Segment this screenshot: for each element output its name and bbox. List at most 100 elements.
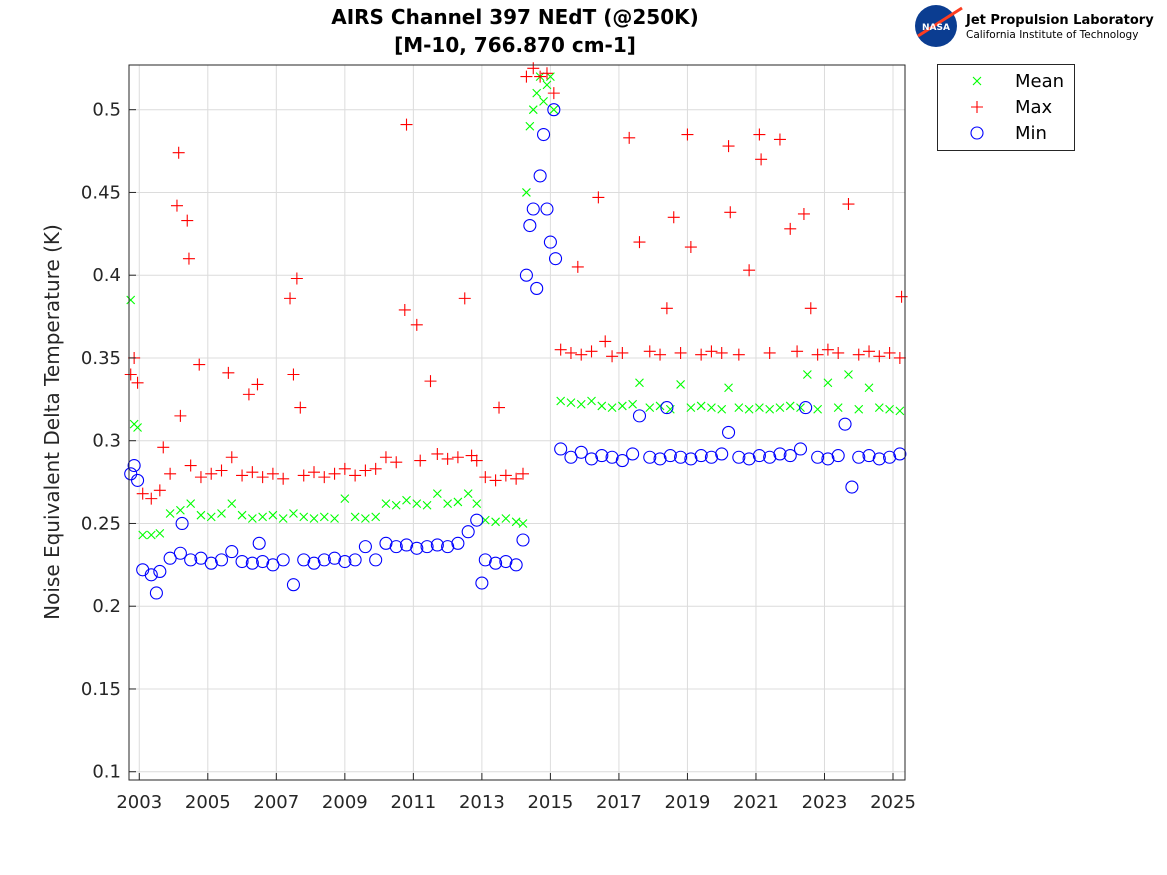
mean-point	[138, 530, 148, 540]
x-tick-label: 2011	[390, 792, 436, 813]
max-point	[318, 471, 331, 484]
max-point	[705, 345, 718, 358]
legend-label-min: Min	[1015, 123, 1047, 144]
mean-point	[381, 499, 391, 508]
max-point	[414, 454, 427, 467]
mean-point	[522, 188, 531, 197]
mean-point	[196, 510, 206, 520]
min-point	[131, 473, 145, 487]
mean-point	[542, 80, 552, 90]
min-point	[358, 540, 372, 554]
max-point	[236, 469, 249, 482]
min-point	[533, 169, 547, 183]
min-point	[663, 449, 677, 463]
min-point	[660, 401, 674, 415]
max-point	[172, 146, 185, 159]
mean-point	[258, 512, 268, 522]
max-point	[753, 128, 766, 141]
data-marks	[124, 62, 908, 600]
max-point	[225, 451, 238, 464]
max-point	[695, 348, 708, 361]
min-point	[245, 556, 259, 570]
min-point	[530, 281, 544, 295]
max-point	[287, 368, 300, 381]
max-point	[145, 492, 158, 505]
max-point	[743, 264, 756, 277]
y-tick-label: 0.35	[81, 348, 121, 369]
mean-point	[299, 512, 309, 522]
mean-point	[539, 97, 548, 106]
max-point	[431, 447, 444, 460]
min-point	[163, 551, 177, 565]
y-tick-label: 0.4	[92, 265, 121, 286]
mean-point	[796, 403, 805, 412]
min-point	[307, 556, 321, 570]
max-point	[182, 252, 195, 265]
y-tick-label: 0.5	[92, 100, 121, 121]
max-point	[674, 346, 687, 359]
min-point	[499, 554, 513, 569]
x-tick-label: 2009	[322, 792, 368, 813]
max-point	[246, 466, 259, 479]
mean-point	[587, 396, 596, 406]
min-point	[214, 553, 229, 567]
min-point	[348, 553, 362, 567]
min-point	[136, 563, 150, 577]
mean-point	[501, 514, 511, 523]
min-point	[204, 556, 218, 570]
min-point	[595, 449, 609, 463]
max-point	[470, 454, 483, 467]
min-point	[317, 553, 331, 567]
mean-point	[617, 401, 627, 411]
max-point	[606, 350, 619, 363]
mean-point	[206, 512, 216, 522]
mean-point	[186, 499, 196, 508]
x-tick-label: 2013	[459, 792, 505, 813]
max-point	[540, 67, 553, 80]
max-point	[633, 236, 646, 249]
legend-marker-mean	[972, 76, 982, 86]
mean-point	[566, 398, 576, 408]
max-point	[755, 153, 768, 166]
y-tick-label: 0.45	[81, 182, 121, 203]
max-point	[410, 318, 423, 331]
max-point	[575, 348, 588, 361]
mean-point	[443, 499, 453, 508]
mean-point	[371, 512, 381, 522]
max-point	[266, 467, 279, 480]
mean-point	[765, 404, 775, 414]
logo-org: Jet Propulsion Laboratory	[965, 13, 1154, 28]
mean-point	[755, 403, 764, 412]
min-point	[605, 450, 619, 464]
min-point	[379, 536, 393, 550]
min-point	[653, 452, 667, 466]
mean-point	[350, 512, 360, 522]
min-point	[420, 540, 434, 554]
mean-point	[813, 404, 823, 414]
mean-point	[278, 514, 288, 523]
x-tick-label: 2003	[116, 792, 162, 813]
legend-label-max: Max	[1015, 97, 1053, 118]
mean-point	[176, 505, 185, 515]
max-point	[136, 487, 149, 500]
max-point	[715, 346, 728, 359]
min-point	[475, 576, 489, 590]
y-tick-label: 0.2	[92, 596, 121, 617]
max-point	[131, 376, 144, 389]
min-point	[144, 568, 158, 582]
min-point	[235, 554, 249, 569]
max-point	[338, 462, 351, 475]
max-point	[369, 462, 382, 475]
max-point	[215, 464, 228, 477]
max-point	[732, 348, 745, 361]
min-point	[845, 480, 859, 494]
grid	[129, 65, 905, 780]
max-point	[797, 207, 810, 220]
min-point	[783, 449, 797, 463]
max-point	[441, 452, 454, 465]
legend-marker-min	[970, 126, 984, 140]
mean-point	[707, 403, 716, 412]
y-tick-label: 0.15	[81, 679, 121, 700]
min-point	[461, 525, 475, 539]
